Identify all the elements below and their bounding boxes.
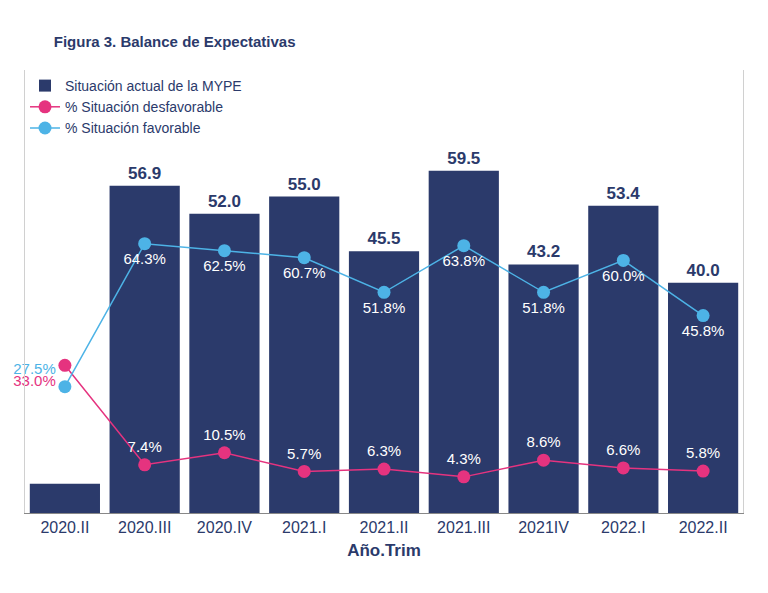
svg-text:2022.I: 2022.I bbox=[601, 519, 645, 536]
svg-text:2020.II: 2020.II bbox=[40, 519, 89, 536]
svg-text:56.9: 56.9 bbox=[128, 164, 161, 183]
svg-text:5.7%: 5.7% bbox=[287, 445, 321, 462]
svg-text:51.8%: 51.8% bbox=[522, 299, 565, 316]
svg-text:5.8%: 5.8% bbox=[686, 444, 720, 461]
svg-text:2021.III: 2021.III bbox=[437, 519, 490, 536]
svg-text:60.7%: 60.7% bbox=[283, 264, 326, 281]
svg-text:52.0: 52.0 bbox=[208, 192, 241, 211]
svg-text:45.8%: 45.8% bbox=[682, 322, 725, 339]
svg-text:33.0%: 33.0% bbox=[13, 372, 56, 389]
svg-text:62.5%: 62.5% bbox=[203, 257, 246, 274]
svg-text:2021.II: 2021.II bbox=[360, 519, 409, 536]
svg-text:53.4: 53.4 bbox=[607, 184, 641, 203]
svg-text:60.0%: 60.0% bbox=[602, 267, 645, 284]
svg-text:2020.IV: 2020.IV bbox=[197, 519, 252, 536]
svg-text:27.5%: 27.5% bbox=[13, 360, 56, 377]
svg-text:6.3%: 6.3% bbox=[367, 442, 401, 459]
svg-text:8.6%: 8.6% bbox=[526, 433, 560, 450]
svg-text:Año.Trim: Año.Trim bbox=[347, 541, 421, 560]
svg-text:10.5%: 10.5% bbox=[203, 426, 246, 443]
svg-text:55.0: 55.0 bbox=[288, 175, 321, 194]
svg-text:43.2: 43.2 bbox=[527, 242, 560, 261]
svg-text:Figura 3. Balance de Expectati: Figura 3. Balance de Expectativas bbox=[54, 33, 296, 50]
svg-text:7.4%: 7.4% bbox=[128, 438, 162, 455]
svg-text:2020.III: 2020.III bbox=[118, 519, 171, 536]
svg-text:2022.II: 2022.II bbox=[679, 519, 728, 536]
svg-text:63.8%: 63.8% bbox=[443, 252, 486, 269]
svg-text:59.5: 59.5 bbox=[447, 149, 480, 168]
svg-text:2021IV: 2021IV bbox=[518, 519, 569, 536]
svg-text:64.3%: 64.3% bbox=[123, 250, 166, 267]
svg-text:45.5: 45.5 bbox=[367, 229, 400, 248]
svg-text:2021.I: 2021.I bbox=[282, 519, 326, 536]
svg-text:Situación actual de la MYPE: Situación actual de la MYPE bbox=[65, 78, 242, 94]
svg-text:51.8%: 51.8% bbox=[363, 299, 406, 316]
svg-text:% Situación desfavorable: % Situación desfavorable bbox=[65, 99, 223, 115]
svg-text:40.0: 40.0 bbox=[687, 261, 720, 280]
svg-text:4.3%: 4.3% bbox=[447, 450, 481, 467]
svg-text:6.6%: 6.6% bbox=[606, 441, 640, 458]
svg-text:% Situación favorable: % Situación favorable bbox=[65, 120, 201, 136]
